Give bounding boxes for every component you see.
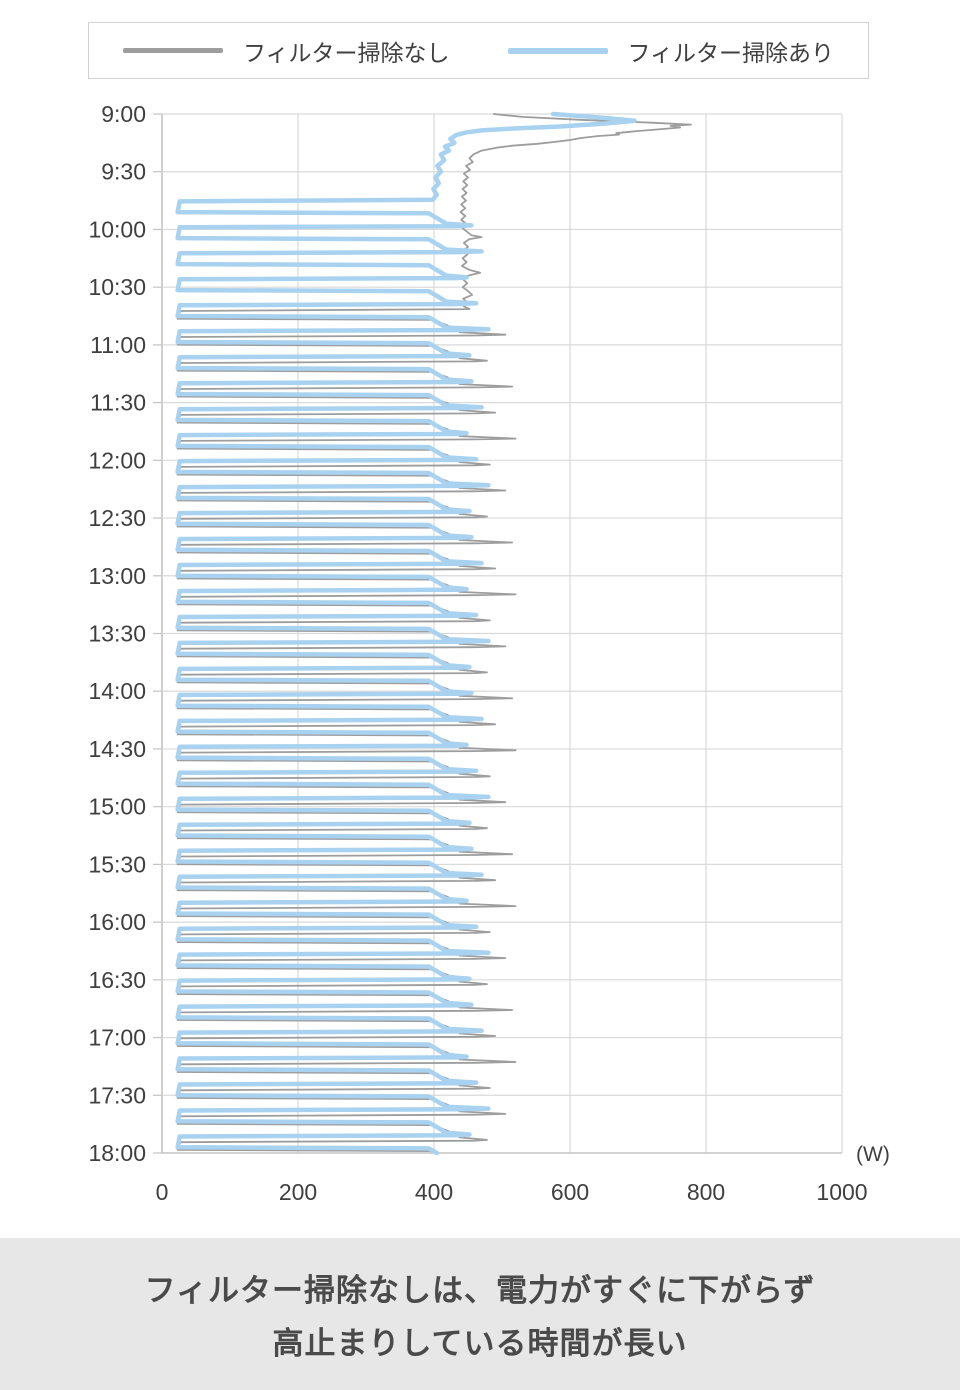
y-tick-label: 15:00 xyxy=(88,794,146,820)
y-tick-label: 12:00 xyxy=(88,447,146,473)
x-axis-unit-label: (W) xyxy=(856,1143,890,1166)
x-tick-label: 1000 xyxy=(816,1179,867,1205)
x-tick-label: 800 xyxy=(687,1179,725,1205)
y-tick-label: 12:30 xyxy=(88,505,146,531)
y-tick-label: 16:00 xyxy=(88,909,146,935)
y-tick-label: 17:00 xyxy=(88,1025,146,1051)
y-tick-label: 10:30 xyxy=(88,274,146,300)
chart-svg: 0 200 400 600 800 1000 9:00 9:30 10:00 10:30 11:00… xyxy=(88,101,890,1205)
y-tick-label: 17:30 xyxy=(88,1082,146,1108)
y-tick-label: 14:00 xyxy=(88,678,146,704)
y-tick-label: 13:30 xyxy=(88,621,146,647)
series-line-with-cleaning xyxy=(175,111,637,1156)
y-tick-label: 18:00 xyxy=(88,1140,146,1166)
y-tick-label: 14:30 xyxy=(88,736,146,762)
caption-line-1: フィルター掃除なしは、電力がすぐに下がらず xyxy=(144,1273,816,1308)
y-tick-label: 11:00 xyxy=(90,332,146,358)
y-tick-label: 11:30 xyxy=(90,390,146,416)
legend: フィルター掃除なし フィルター掃除あり xyxy=(88,22,869,79)
legend-line-swatch-blue xyxy=(507,47,608,54)
y-tick-label: 9:00 xyxy=(101,101,146,127)
x-tick-label: 0 xyxy=(156,1179,169,1205)
legend-item-with-cleaning: フィルター掃除あり xyxy=(507,34,835,68)
x-tick-label: 600 xyxy=(551,1179,589,1205)
y-tick-label: 10:00 xyxy=(88,216,146,242)
y-gridlines: 9:00 9:30 10:00 10:30 11:00 11:30 12:00 12:30 13… xyxy=(88,101,842,1166)
caption-line-2: 高止まりしている時間が長い xyxy=(272,1326,688,1361)
x-tick-label: 400 xyxy=(415,1179,453,1205)
legend-label-no-cleaning: フィルター掃除なし xyxy=(242,39,450,66)
caption-banner: フィルター掃除なしは、電力がすぐに下がらず 高止まりしている時間が長い xyxy=(0,1238,960,1390)
legend-line-swatch-gray xyxy=(122,48,223,53)
legend-item-no-cleaning: フィルター掃除なし xyxy=(122,34,450,68)
y-tick-label: 15:30 xyxy=(88,851,146,877)
y-tick-label: 9:30 xyxy=(101,159,146,185)
legend-label-with-cleaning: フィルター掃除あり xyxy=(627,39,835,66)
power-usage-line-chart: 0 200 400 600 800 1000 9:00 9:30 10:00 10:30 11:00… xyxy=(88,101,890,1205)
x-tick-label: 200 xyxy=(279,1179,317,1205)
y-tick-label: 13:00 xyxy=(88,563,146,589)
y-tick-label: 16:30 xyxy=(88,967,146,993)
